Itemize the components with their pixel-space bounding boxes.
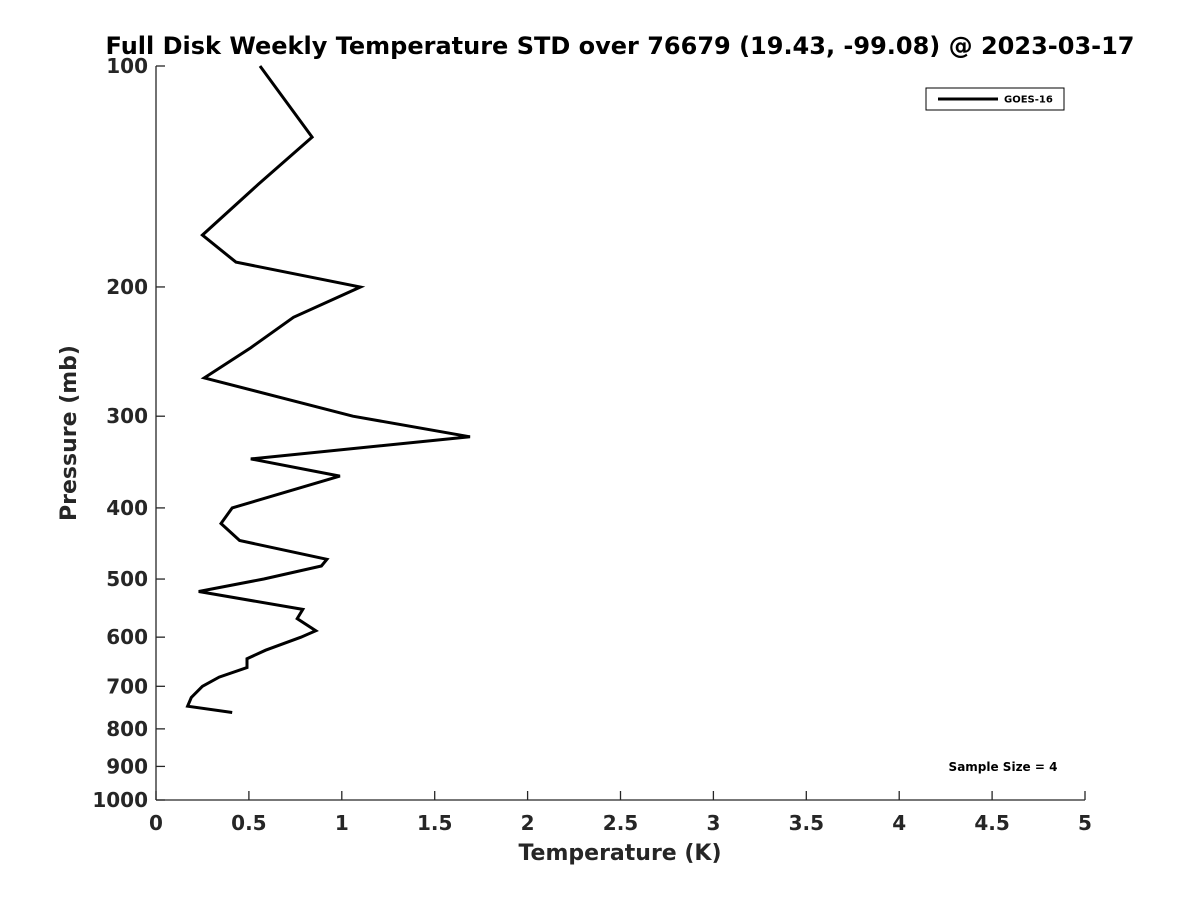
y-axis-label: Pressure (mb) (57, 345, 82, 521)
x-tick-label: 3.5 (789, 811, 824, 835)
chart-title: Full Disk Weekly Temperature STD over 76… (106, 32, 1135, 60)
y-tick-label: 1000 (92, 788, 148, 812)
y-tick-label: 100 (106, 54, 148, 78)
x-tick-label: 4 (892, 811, 906, 835)
legend-label-goes-16: GOES-16 (1004, 95, 1053, 106)
x-axis-label: Temperature (K) (518, 841, 721, 866)
x-tick-label: 1 (335, 811, 349, 835)
sample-size-annotation: Sample Size = 4 (949, 760, 1058, 774)
x-tick-label: 4.5 (974, 811, 1009, 835)
plot-axes: 0 0.5 1 1.5 2 2.5 3 3.5 4 4.5 5 100 200 300 400 500 600 7… (92, 54, 1092, 835)
y-tick-label: 500 (106, 567, 148, 591)
x-tick-label: 2 (521, 811, 535, 835)
series-line-goes-16 (185, 65, 471, 714)
y-tick-label: 700 (106, 674, 148, 698)
x-tick-label: 5 (1078, 811, 1092, 835)
series-layer (185, 65, 471, 714)
legend: GOES-16 (925, 87, 1065, 111)
x-tick-label: 0.5 (231, 811, 266, 835)
y-tick-label: 400 (106, 496, 148, 520)
y-tick-label: 600 (106, 625, 148, 649)
x-tick-label: 0 (149, 811, 163, 835)
x-tick-label: 1.5 (417, 811, 452, 835)
x-tick-label: 2.5 (603, 811, 638, 835)
y-tick-label: 800 (106, 717, 148, 741)
x-tick-label: 3 (706, 811, 720, 835)
y-tick-label: 200 (106, 275, 148, 299)
y-tick-label: 300 (106, 404, 148, 428)
y-tick-label: 900 (106, 754, 148, 778)
